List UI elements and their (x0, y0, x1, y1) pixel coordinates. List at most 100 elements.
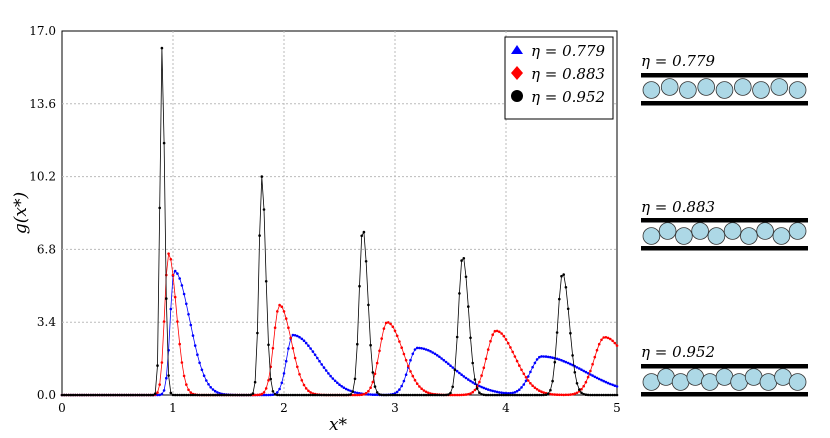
data-point (116, 393, 119, 397)
data-point (333, 379, 337, 383)
data-point (511, 350, 514, 354)
data-point (202, 374, 206, 378)
legend: η = 0.779 η = 0.883 η = 0.952 (504, 36, 614, 120)
data-point (464, 275, 468, 279)
legend-circle-icon (511, 90, 523, 102)
x-tick-label: 5 (613, 401, 621, 415)
y-tick-label: 13.6 (29, 97, 56, 111)
data-point (578, 367, 581, 370)
y-tick-label: 10.2 (29, 170, 56, 184)
data-point (493, 329, 497, 333)
data-point (573, 371, 577, 374)
upper-wall (641, 364, 808, 369)
data-point (356, 342, 359, 346)
data-point (431, 351, 435, 354)
data-point (464, 393, 468, 396)
data-point (555, 357, 559, 361)
data-point (442, 393, 446, 397)
data-point (338, 383, 341, 387)
data-point (593, 375, 597, 379)
data-point (586, 372, 590, 375)
data-point (349, 389, 352, 393)
data-point (586, 393, 590, 397)
data-point (302, 339, 306, 343)
data-point (260, 175, 264, 178)
data-point (453, 393, 457, 397)
data-point (544, 355, 548, 358)
data-point (524, 393, 528, 397)
data-point (424, 393, 428, 397)
data-point (362, 230, 366, 234)
data-point (378, 393, 381, 396)
data-point (353, 377, 357, 381)
data-point (422, 347, 426, 351)
data-point (304, 393, 308, 397)
data-point (267, 343, 270, 347)
x-tick-label: 1 (169, 401, 177, 415)
data-point (582, 384, 585, 388)
data-point (322, 366, 326, 369)
data-point (129, 393, 133, 397)
data-point (433, 393, 437, 397)
data-point (467, 378, 470, 381)
data-point (273, 326, 277, 330)
data-point (209, 393, 212, 397)
data-point (320, 363, 324, 366)
data-point (526, 379, 530, 382)
data-point (342, 393, 346, 397)
data-point (420, 393, 423, 397)
data-point (278, 393, 281, 397)
tick-labels: 0 1 2 3 4 5 0.0 3.4 6.8 10.2 13.6 17.0 (29, 24, 621, 415)
data-point (185, 393, 188, 397)
data-point (100, 393, 104, 397)
data-point (611, 393, 614, 397)
data-point (60, 393, 64, 397)
data-point (65, 393, 68, 397)
data-point (600, 338, 603, 342)
data-point (327, 393, 330, 397)
data-point (500, 332, 503, 335)
data-point (302, 393, 306, 397)
y-tick-label: 6.8 (37, 242, 56, 256)
data-point (253, 393, 257, 397)
data-point (280, 393, 284, 397)
data-point (591, 374, 594, 377)
data-point (489, 389, 492, 392)
data-point (498, 393, 501, 397)
data-point (533, 386, 537, 390)
data-point (284, 393, 288, 397)
disc (707, 227, 726, 245)
data-point (571, 354, 574, 357)
data-point (284, 359, 288, 363)
data-point (142, 393, 146, 397)
data-point (373, 372, 377, 376)
panel-label-0779: η = 0.779 (641, 52, 715, 70)
data-point (209, 386, 212, 389)
data-point (198, 393, 201, 397)
data-point (407, 364, 410, 368)
data-point (296, 393, 299, 397)
upper-wall (641, 73, 808, 78)
data-point (438, 393, 441, 397)
panel-label-0952: η = 0.952 (641, 343, 715, 361)
data-point (504, 393, 508, 397)
data-point (333, 393, 337, 397)
data-point (566, 361, 570, 365)
data-point (578, 388, 581, 391)
data-point (205, 379, 208, 382)
data-point (167, 374, 170, 377)
data-point (571, 363, 574, 367)
data-point (615, 385, 619, 388)
data-point (351, 390, 355, 393)
data-point (131, 393, 135, 397)
disc (772, 227, 791, 245)
data-point (298, 393, 301, 397)
data-point (298, 335, 301, 339)
data-point (553, 360, 557, 364)
data-point (169, 258, 173, 261)
data-point (176, 320, 179, 323)
data-point (535, 393, 539, 397)
data-point (518, 364, 521, 367)
data-point (542, 355, 545, 358)
disc (715, 81, 734, 99)
